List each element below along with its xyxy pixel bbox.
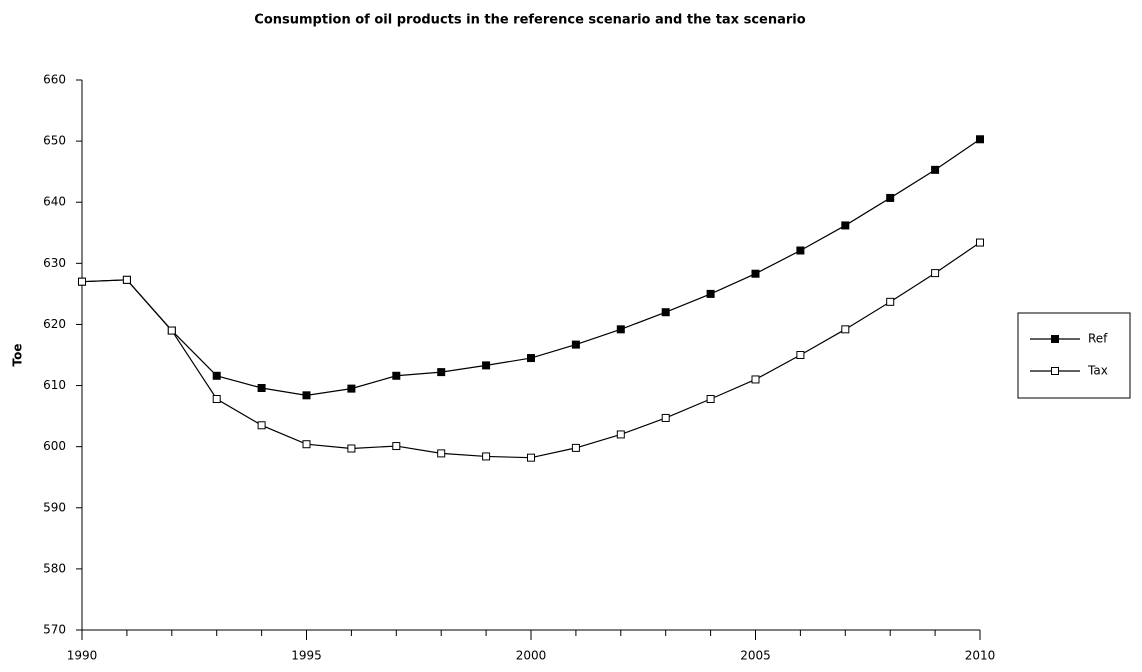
- point: [482, 361, 491, 370]
- x-tick-label: 2005: [740, 649, 771, 663]
- point: [527, 354, 535, 363]
- y-tick-label: 600: [43, 439, 66, 453]
- point: [976, 238, 984, 247]
- x-tick-label: 1990: [67, 649, 98, 663]
- y-tick-label: 590: [43, 500, 66, 514]
- series-line: [81, 242, 981, 459]
- y-tick-label: 610: [43, 378, 66, 392]
- point: [212, 371, 221, 380]
- point: [706, 289, 715, 298]
- point: [78, 277, 86, 286]
- point: [841, 221, 850, 230]
- point: [706, 395, 715, 403]
- point: [616, 325, 625, 334]
- point: [796, 351, 805, 359]
- point: [212, 395, 221, 403]
- chart-title: Consumption of oil products in the refer…: [254, 13, 805, 28]
- point: [347, 384, 356, 393]
- y-tick-label: 570: [43, 623, 66, 637]
- x-tick-label: 2010: [965, 649, 996, 663]
- point: [302, 391, 311, 400]
- point: [122, 275, 131, 284]
- y-tick-label: 640: [43, 195, 66, 209]
- point: [571, 443, 580, 452]
- y-tick-label: 620: [43, 317, 66, 331]
- point: [796, 246, 805, 255]
- point: [841, 325, 850, 334]
- point: [347, 444, 356, 453]
- point: [167, 326, 176, 335]
- x-tick-label: 1995: [291, 649, 322, 663]
- point: [571, 340, 580, 349]
- point: [751, 269, 760, 278]
- point: [931, 269, 940, 278]
- point: [886, 297, 895, 306]
- point: [527, 453, 535, 462]
- x-tick-label: 2000: [516, 649, 547, 663]
- point: [482, 452, 491, 461]
- point: [751, 375, 760, 384]
- y-tick-label: 660: [43, 73, 66, 87]
- point: [257, 421, 266, 430]
- y-tick-label: 580: [43, 561, 66, 575]
- point: [437, 449, 446, 458]
- legend-marker: [1051, 335, 1059, 343]
- point: [661, 413, 670, 422]
- point: [392, 371, 401, 380]
- point: [257, 384, 266, 392]
- point: [661, 308, 670, 317]
- y-axis-label: Toe: [11, 344, 25, 367]
- legend-box: [1017, 312, 1131, 399]
- point: [437, 368, 446, 377]
- point: [931, 165, 940, 174]
- point: [886, 193, 895, 202]
- legend-label: Ref: [1088, 332, 1108, 346]
- legend-marker: [1051, 367, 1059, 375]
- point: [976, 135, 984, 144]
- point: [616, 430, 625, 439]
- y-tick-label: 630: [43, 256, 66, 270]
- point: [392, 442, 401, 451]
- point: [302, 440, 311, 449]
- y-tick-label: 650: [43, 134, 66, 148]
- legend-label: Tax: [1087, 364, 1108, 378]
